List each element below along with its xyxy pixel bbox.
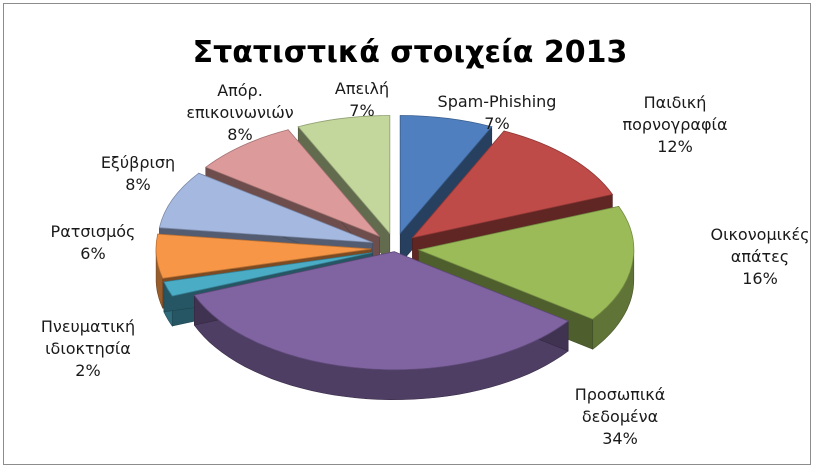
slice-label: Παιδική πορνογραφία 12% (623, 93, 728, 156)
pie-slice (155, 233, 372, 279)
pie-slice (411, 130, 614, 239)
slice-label: Πνευματική ιδιοκτησία 2% (41, 317, 135, 380)
slice-label: Προσωπικά δεδομένα 34% (575, 385, 666, 448)
slice-label: Εξύβριση 8% (101, 153, 175, 194)
slice-label: Οικονομικές απάτες 16% (710, 225, 809, 288)
slice-label: Απειλή 7% (335, 79, 389, 120)
slice-label: Απόρ. επικοινωνιών 8% (186, 81, 293, 144)
pie-slice (163, 252, 373, 297)
pie-labels: Spam-Phishing 7% Παιδική πορνογραφία 12% Οικο… (41, 79, 810, 448)
pie-slice (399, 115, 493, 235)
pie-slice (204, 129, 381, 237)
pie-slice (417, 205, 635, 320)
chart-title: Στατιστικά στοιχεία 2013 (193, 35, 628, 70)
slice-label: Spam-Phishing 7% (438, 92, 557, 133)
chart-frame (3, 3, 811, 465)
pie-slice (193, 251, 570, 371)
pie-slices (155, 115, 635, 371)
slice-label: Ρατσισμός 6% (51, 222, 136, 263)
pie-slice (158, 172, 373, 243)
pie-slice (297, 115, 391, 235)
